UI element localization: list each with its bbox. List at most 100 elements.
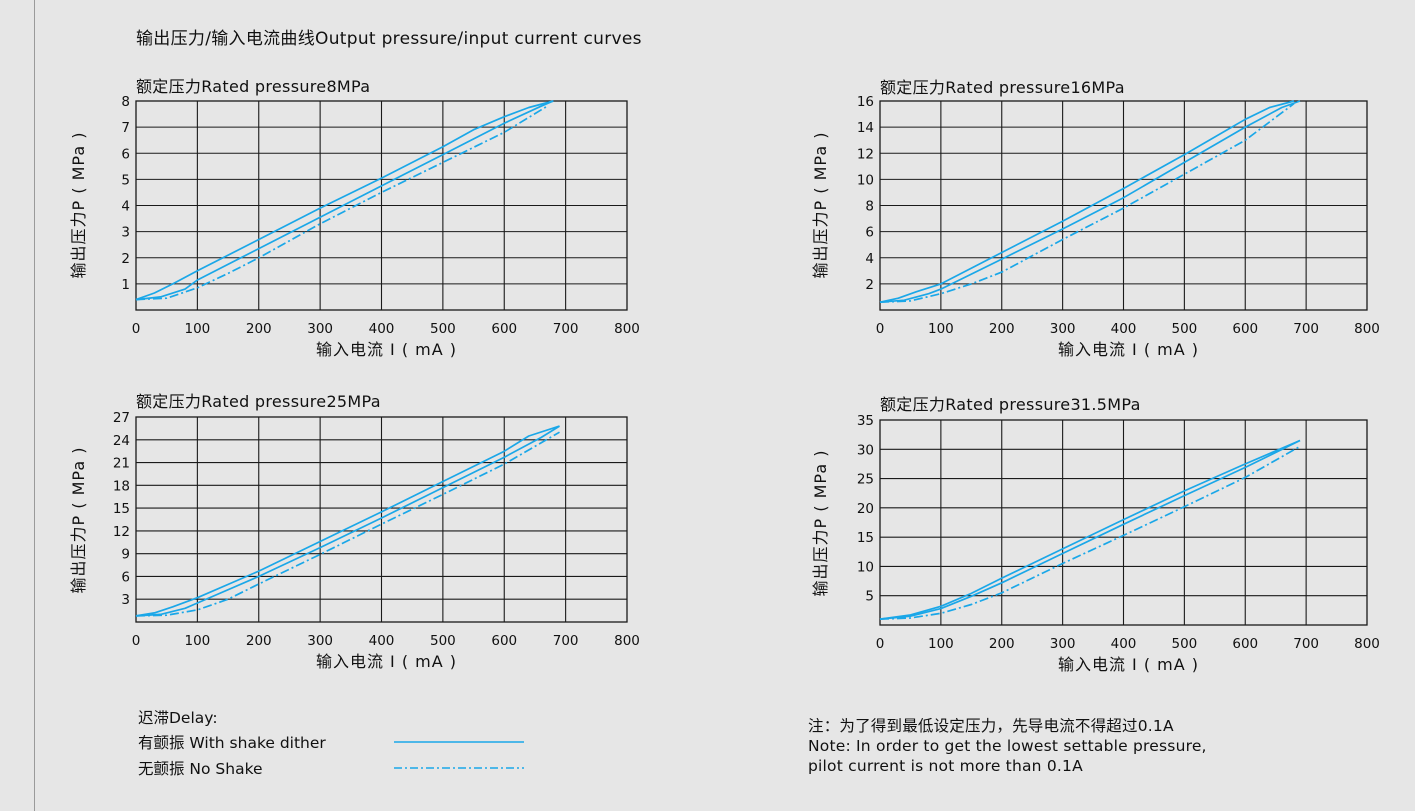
y-axis-label: 输出压力P ( MPa ) [811,132,830,279]
legend-swatches [394,741,524,769]
x-tick-label: 100 [184,633,210,649]
x-tick-label: 500 [1171,636,1197,652]
legend-item-no-shake: 无颤振 No Shake [138,760,263,778]
y-tick-label: 5 [865,589,874,605]
y-tick-label: 15 [113,501,130,517]
y-tick-label: 27 [113,410,130,426]
x-tick-label: 800 [614,633,640,649]
x-tick-label: 500 [430,633,456,649]
y-tick-label: 25 [857,472,874,488]
x-tick-label: 100 [928,321,954,337]
chart-8mpa: 0 100 200 300 400 500 600 700 800 1 2 3 4 5 6 7 8 输入电流 I … [69,94,640,359]
x-tick-label: 600 [1232,636,1258,652]
y-tick-label: 1 [121,277,130,293]
y-tick-label: 6 [865,225,874,241]
series-line-dither-up [135,100,554,301]
legend-item-dither: 有颤振 With shake dither [138,734,326,752]
x-tick-label: 400 [369,321,395,337]
series-line-dither-down [135,100,554,301]
y-tick-label: 35 [857,413,874,429]
x-tick-label: 500 [1171,321,1197,337]
y-tick-label: 4 [121,199,130,215]
x-tick-label: 300 [1050,636,1076,652]
x-tick-label: 200 [246,633,272,649]
y-tick-label: 16 [857,94,874,110]
chart-title-31-5mpa: 额定压力Rated pressure31.5MPa [880,395,1141,414]
chart-31-5mpa: 0 100 200 300 400 500 600 700 800 5 10 15 20 25 30 35 输入… [811,413,1380,674]
y-tick-label: 30 [857,442,874,458]
y-tick-label: 4 [865,251,874,267]
x-tick-label: 600 [1232,321,1258,337]
chart-25mpa: 0 100 200 300 400 500 600 700 800 3 6 9 12 15 18 21 24 27… [69,410,640,671]
series-line-no-shake [135,105,548,301]
y-tick-label: 8 [121,94,130,110]
series-line-dither-down [135,425,560,617]
y-tick-label: 2 [865,277,874,293]
x-tick-label: 0 [132,321,141,337]
y-axis-label: 输出压力P ( MPa ) [69,132,88,279]
x-tick-label: 0 [876,636,885,652]
y-tick-label: 6 [121,146,130,162]
series-line-dither-down [879,100,1301,304]
series-line-dither-up [879,439,1301,620]
chart-title-8mpa: 额定压力Rated pressure8MPa [136,77,371,96]
x-tick-label: 200 [246,321,272,337]
x-tick-label: 400 [369,633,395,649]
x-tick-label: 800 [614,321,640,337]
series-line-dither-up [135,425,560,617]
y-tick-label: 15 [857,530,874,546]
y-axis-label: 输出压力P ( MPa ) [69,447,88,594]
x-tick-label: 300 [1050,321,1076,337]
y-tick-label: 3 [121,592,130,608]
y-tick-label: 18 [113,478,130,494]
x-axis-label: 输入电流 I ( mA ) [316,340,457,359]
x-tick-label: 600 [491,633,517,649]
y-tick-label: 3 [121,225,130,241]
y-tick-label: 12 [113,524,130,540]
page-frame [34,0,1415,811]
x-axis-label: 输入电流 I ( mA ) [1058,655,1199,674]
x-tick-label: 800 [1354,636,1380,652]
y-tick-label: 10 [857,172,874,188]
y-tick-label: 12 [857,146,874,162]
x-tick-label: 300 [307,633,333,649]
y-tick-label: 7 [121,120,130,136]
y-tick-label: 6 [121,569,130,585]
x-tick-label: 700 [1293,321,1319,337]
chart-title-25mpa: 额定压力Rated pressure25MPa [136,392,381,411]
chart-16mpa: 0 100 200 300 400 500 600 700 800 2 4 6 8 10 12 14 16 输入电… [811,94,1380,359]
legend-title: 迟滞Delay: [138,709,218,727]
y-tick-label: 10 [857,559,874,575]
series-line-no-shake [135,431,560,617]
x-tick-label: 300 [307,321,333,337]
y-tick-label: 24 [113,433,130,449]
x-tick-label: 400 [1111,636,1137,652]
series-line-dither-down [879,439,1301,620]
x-tick-label: 700 [1293,636,1319,652]
y-axis-label: 输出压力P ( MPa ) [811,450,830,597]
note-line-3: pilot current is not more than 0.1A [808,757,1083,775]
y-tick-label: 14 [857,120,874,136]
x-tick-label: 200 [989,321,1015,337]
x-axis-label: 输入电流 I ( mA ) [316,652,457,671]
series-line-dither-up [879,100,1295,304]
x-tick-label: 100 [928,636,954,652]
chart-title-16mpa: 额定压力Rated pressure16MPa [880,78,1125,97]
y-tick-label: 8 [865,199,874,215]
page-title: 输出压力/输入电流曲线Output pressure/input current… [136,29,642,49]
x-tick-label: 0 [876,321,885,337]
x-tick-label: 600 [491,321,517,337]
x-tick-label: 100 [184,321,210,337]
x-tick-label: 800 [1354,321,1380,337]
note-line-2: Note: In order to get the lowest settabl… [808,737,1207,755]
x-tick-label: 700 [553,321,579,337]
series-line-no-shake [879,445,1301,620]
y-tick-label: 5 [121,172,130,188]
y-tick-label: 9 [121,547,130,563]
y-tick-label: 2 [121,251,130,267]
x-axis-label: 输入电流 I ( mA ) [1058,340,1199,359]
x-tick-label: 400 [1111,321,1137,337]
series-line-no-shake [879,102,1295,304]
x-tick-label: 500 [430,321,456,337]
y-tick-label: 21 [113,456,130,472]
